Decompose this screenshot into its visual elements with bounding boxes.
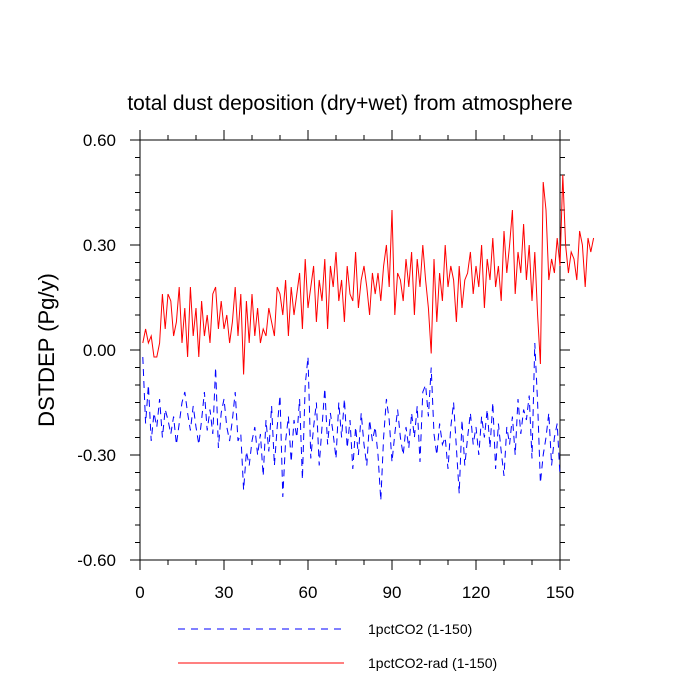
legend-label-2: 1pctCO2-rad (1-150) — [368, 655, 497, 671]
y-axis-label: DSTDEP (Pg/y) — [34, 273, 59, 427]
y-tick-label: 0.60 — [83, 131, 116, 150]
x-tick-label: 0 — [135, 583, 144, 602]
chart-title: total dust deposition (dry+wet) from atm… — [127, 92, 572, 115]
x-tick-label: 120 — [462, 583, 490, 602]
x-tick-label: 30 — [215, 583, 234, 602]
x-tick-label: 150 — [546, 583, 574, 602]
y-tick-label: -0.60 — [77, 551, 116, 570]
plot-frame — [139, 139, 561, 561]
axis-ticks: 0 30 60 90 120 150 -0.60 -0.30 0.00 0.30 0.60 — [77, 130, 574, 602]
series-group — [142, 174, 595, 501]
series-line-1 — [142, 342, 561, 501]
y-tick-label: 0.30 — [83, 236, 116, 255]
series-line-2 — [142, 174, 595, 375]
plot-area — [139, 139, 561, 561]
legend-label-1: 1pctCO2 (1-150) — [368, 621, 472, 637]
x-tick-label: 90 — [383, 583, 402, 602]
x-tick-label: 60 — [299, 583, 318, 602]
y-tick-label: -0.30 — [77, 446, 116, 465]
y-tick-label: 0.00 — [83, 341, 116, 360]
legend: 1pctCO2 (1-150) 1pctCO2-rad (1-150) — [178, 621, 497, 671]
